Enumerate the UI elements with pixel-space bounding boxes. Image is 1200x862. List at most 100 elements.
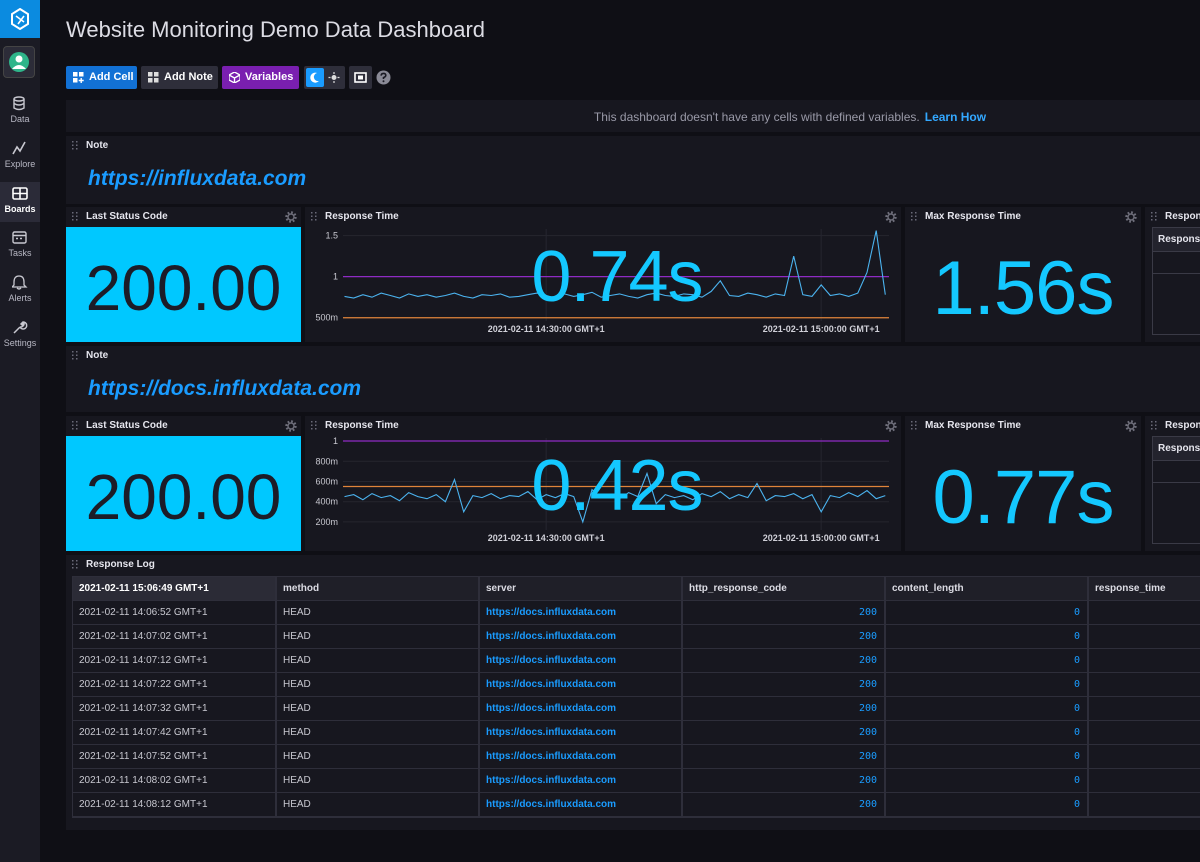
handle-dot — [915, 216, 917, 218]
button-label: Variables — [245, 71, 293, 83]
drag-handle — [911, 212, 918, 221]
server-link[interactable]: https://docs.influxdata.com — [486, 679, 616, 690]
logo[interactable] — [0, 0, 40, 38]
table-header-cell[interactable]: http_response_code — [682, 576, 885, 601]
table-cell: 2021-02-11 14:07:12 GMT+1 — [72, 649, 276, 673]
numeric-cell: 200 — [859, 655, 877, 666]
server-link[interactable]: https://docs.influxdata.com — [486, 607, 616, 618]
handle-dot — [72, 564, 74, 566]
cell-text: 2021-02-11 14:08:12 GMT+1 — [79, 799, 208, 810]
nav-item[interactable]: Alerts — [0, 271, 40, 311]
server-link[interactable]: https://docs.influxdata.com — [486, 655, 616, 666]
note-link[interactable]: https://docs.influxdata.com — [88, 377, 361, 401]
numeric-cell: 200 — [859, 799, 877, 810]
stat-body: 200.00 — [66, 227, 301, 342]
table-header-cell[interactable]: 2021-02-11 15:06:49 GMT+1 — [72, 576, 276, 601]
handle-dot — [72, 355, 74, 357]
handle-dot — [1155, 212, 1157, 214]
table-cell: 2021-02-11 14:07:32 GMT+1 — [72, 697, 276, 721]
handle-dot — [915, 219, 917, 221]
cell-menu[interactable] — [1125, 420, 1137, 432]
table-header-cell[interactable]: content_length — [885, 576, 1088, 601]
table-cell: HEAD — [276, 769, 479, 793]
server-link[interactable]: https://docs.influxdata.com — [486, 799, 616, 810]
cell-text: HEAD — [283, 799, 311, 810]
table-cell: HEAD — [276, 649, 479, 673]
table-header-cell[interactable]: server — [479, 576, 682, 601]
server-link[interactable]: https://docs.influxdata.com — [486, 631, 616, 642]
cell: Last Status Code200.00 — [66, 416, 301, 551]
help-icon — [376, 70, 391, 85]
nav-item[interactable]: Tasks — [0, 226, 40, 266]
y-tick-label: 500m — [315, 313, 338, 323]
max-value: 1.56s — [905, 245, 1141, 332]
nav-icon — [12, 186, 28, 202]
drag-handle — [72, 141, 79, 150]
numeric-cell: 200 — [859, 607, 877, 618]
cell-menu[interactable] — [285, 420, 297, 432]
handle-dot — [911, 219, 913, 221]
page-title: Website Monitoring Demo Data Dashboard — [66, 17, 485, 43]
cell-text: HEAD — [283, 607, 311, 618]
table-cell — [1088, 769, 1200, 793]
handle-dot — [72, 425, 74, 427]
theme-icons — [304, 66, 345, 89]
fullscreen-button[interactable] — [349, 66, 372, 89]
toolbar-button[interactable]: Add Note — [141, 66, 218, 89]
table-cell — [1088, 625, 1200, 649]
nav-item[interactable]: Settings — [0, 316, 40, 356]
nav-item[interactable]: Boards — [0, 182, 40, 222]
handle-dot — [1151, 219, 1153, 221]
nav-item[interactable]: Explore — [0, 137, 40, 177]
numeric-cell: 200 — [859, 703, 877, 714]
handle-dot — [911, 425, 913, 427]
nav-icon — [12, 230, 28, 246]
handle-dot — [911, 428, 913, 430]
banner-link[interactable]: Learn How — [925, 110, 986, 124]
server-link[interactable]: https://docs.influxdata.com — [486, 727, 616, 738]
handle-dot — [1155, 425, 1157, 427]
cell-text: HEAD — [283, 655, 311, 666]
table-header-cell[interactable]: response_time — [1088, 576, 1200, 601]
nav-item[interactable]: Data — [0, 92, 40, 132]
icon-shape — [73, 78, 78, 83]
sun — [332, 75, 337, 80]
server-link[interactable]: https://docs.influxdata.com — [486, 703, 616, 714]
handle-dot — [915, 425, 917, 427]
line-graph: 1800m600m400m200m2021-02-11 14:30:00 GMT… — [305, 416, 901, 551]
server-link[interactable]: https://docs.influxdata.com — [486, 775, 616, 786]
table-cell: HEAD — [276, 745, 479, 769]
note-link[interactable]: https://influxdata.com — [88, 167, 306, 191]
table-header-cell[interactable]: method — [276, 576, 479, 601]
table-cell: 200 — [682, 625, 885, 649]
cell: Notehttps://influxdata.com — [66, 136, 1200, 204]
theme-toggle[interactable] — [304, 66, 345, 89]
table-cell: https://docs.influxdata.com — [479, 745, 682, 769]
numeric-cell: 0 — [1074, 607, 1080, 618]
table-cell: 2021-02-11 14:06:52 GMT+1 — [72, 601, 276, 625]
table-cell: https://docs.influxdata.com — [479, 625, 682, 649]
table-cell: HEAD — [276, 601, 479, 625]
cell-menu[interactable] — [285, 211, 297, 223]
handle-dot — [1151, 425, 1153, 427]
mini-header-text: Respons — [1158, 443, 1200, 454]
y-tick-label: 600m — [315, 476, 338, 486]
gear-body — [1128, 423, 1134, 429]
avatar[interactable] — [3, 46, 35, 78]
cell: Max Response Time1.56s — [905, 207, 1141, 342]
nav-icon — [12, 96, 28, 112]
nav-icon — [12, 320, 28, 336]
toolbar-button[interactable]: Variables — [222, 66, 299, 89]
nav-label: Settings — [0, 338, 40, 348]
toolbar-button[interactable]: Add Cell — [66, 66, 137, 89]
table-cell: 2021-02-11 14:07:52 GMT+1 — [72, 745, 276, 769]
cell: Response Time1800m600m400m200m2021-02-11… — [305, 416, 901, 551]
table-cell: HEAD — [276, 793, 479, 817]
handle-dot — [76, 141, 78, 143]
sidebar: Data Explore BoardsTasks Alerts Settings — [0, 0, 40, 862]
numeric-cell: 0 — [1074, 775, 1080, 786]
cell-menu[interactable] — [1125, 211, 1137, 223]
server-link[interactable]: https://docs.influxdata.com — [486, 751, 616, 762]
handle-dot — [76, 421, 78, 423]
